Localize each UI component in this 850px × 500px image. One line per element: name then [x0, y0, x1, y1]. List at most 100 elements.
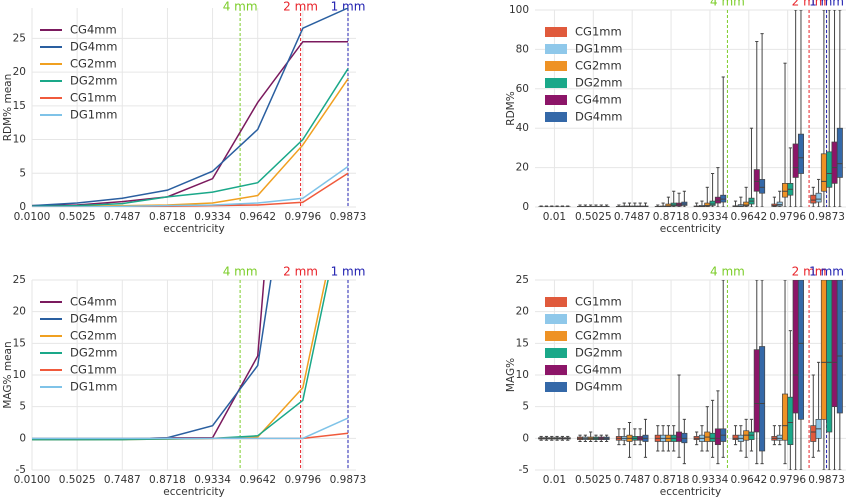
reference-label: 2 mm [792, 0, 827, 9]
x-tick-label: 0.9796 [284, 474, 321, 486]
x-tick-label: 0.7487 [104, 211, 141, 223]
y-axis-label: MAG% [505, 358, 517, 392]
legend-label: CG2mm [575, 59, 622, 73]
x-tick-label: 0.7487 [104, 474, 141, 486]
y-tick-label: 0 [522, 432, 529, 444]
x-tick-label: 0.5025 [59, 474, 96, 486]
box [836, 280, 843, 414]
legend-label: CG4mm [575, 93, 622, 107]
line [32, 8, 349, 207]
x-tick-label: 0.0100 [14, 211, 51, 223]
y-tick-label: 10 [516, 369, 529, 381]
chart: -5 0 5 10 15 20 25 0.01 0.5025 0.7487 0.8718 0.9334… [505, 265, 846, 498]
reference-label: 4 mm [223, 265, 258, 279]
reference-label: 1 mm [331, 265, 366, 279]
chart: 0 20 40 60 80 100 0.01 0.5025 0.7487 0.8718 0.9334… [505, 0, 846, 235]
legend-label: CG1mm [70, 363, 117, 377]
reference-label: 1 mm [331, 0, 366, 14]
x-axis-label: eccentricity [163, 486, 225, 498]
box [714, 428, 721, 446]
y-axis-label: MAG% mean [2, 341, 14, 408]
legend-label: DG4mm [575, 110, 623, 124]
x-tick-label: 0.9796 [769, 474, 806, 486]
box [826, 151, 833, 188]
x-tick-label: 0.01 [543, 211, 566, 223]
legend-swatch [545, 365, 567, 375]
legend-swatch [545, 95, 567, 105]
reference-label: 4 mm [710, 265, 745, 279]
y-tick-label: 5 [19, 401, 26, 413]
y-tick-label: 15 [13, 337, 26, 349]
legend-swatch [545, 78, 567, 88]
plot-area [538, 10, 843, 207]
y-tick-label: 5 [19, 167, 26, 179]
box [753, 349, 760, 433]
y-tick-label: 20 [516, 162, 529, 174]
reference-label: 4 mm [710, 0, 745, 9]
y-tick-label: 20 [516, 306, 529, 318]
box [792, 143, 799, 178]
box [810, 194, 817, 204]
legend-swatch [545, 61, 567, 71]
x-tick-label: 0.01 [543, 474, 566, 486]
legend-swatch [545, 331, 567, 341]
x-tick-label: 0.7487 [614, 211, 651, 223]
box [831, 280, 838, 408]
plot-area [32, 280, 349, 441]
x-tick-label: 0.9796 [284, 211, 321, 223]
x-tick-label: 0.8718 [149, 211, 186, 223]
box [831, 141, 838, 184]
legend-swatch [545, 112, 567, 122]
x-tick-label: 0.9873 [808, 211, 845, 223]
x-tick-label: 0.9334 [692, 474, 729, 486]
y-tick-label: 60 [516, 83, 529, 95]
legend-label: CG4mm [70, 295, 117, 309]
box [782, 393, 789, 441]
box [836, 127, 843, 178]
box [787, 396, 794, 446]
legend-label: DG4mm [575, 380, 623, 394]
line [32, 40, 348, 207]
legend-label: CG2mm [70, 57, 117, 71]
legend-label: DG1mm [70, 380, 118, 394]
legend-label: DG4mm [70, 40, 118, 54]
legend-label: CG1mm [575, 295, 622, 309]
legend-label: DG2mm [575, 346, 623, 360]
box [776, 434, 783, 441]
legend-swatch [545, 348, 567, 358]
y-tick-label: 100 [509, 4, 529, 16]
y-tick-label: 25 [13, 274, 26, 286]
x-tick-label: 0.9642 [730, 211, 767, 223]
plot-area [32, 8, 349, 207]
box [759, 346, 766, 452]
x-tick-label: 0.9642 [730, 474, 767, 486]
y-axis-label: RDM% [505, 91, 517, 125]
y-tick-label: 10 [13, 134, 26, 146]
y-tick-label: 15 [516, 337, 529, 349]
x-tick-label: 0.9334 [692, 211, 729, 223]
x-tick-label: 0.5025 [59, 211, 96, 223]
box [709, 200, 716, 206]
chart: -5 0 5 10 15 20 25 0.0100 0.5025 0.7487 0.8718 0.93… [2, 265, 367, 499]
x-tick-label: 0.9334 [194, 474, 231, 486]
legend-label: CG4mm [70, 23, 117, 37]
reference-label: 1 mm [809, 265, 844, 279]
legend-label: DG2mm [70, 74, 118, 88]
box [732, 434, 739, 440]
reference-label: 2 mm [283, 0, 318, 14]
box [782, 183, 789, 198]
x-tick-label: 0.9873 [330, 474, 367, 486]
y-tick-label: 0 [19, 201, 26, 213]
line [32, 68, 349, 207]
legend-label: CG2mm [70, 329, 117, 343]
x-axis-label: eccentricity [163, 223, 225, 235]
legend-label: CG1mm [70, 91, 117, 105]
x-tick-label: 0.8718 [653, 211, 690, 223]
box [792, 280, 799, 414]
x-tick-label: 0.8718 [149, 474, 186, 486]
y-tick-label: 5 [522, 401, 529, 413]
y-tick-label: 40 [516, 122, 529, 134]
x-tick-label: 0.5025 [575, 474, 612, 486]
x-tick-label: 0.8718 [653, 474, 690, 486]
